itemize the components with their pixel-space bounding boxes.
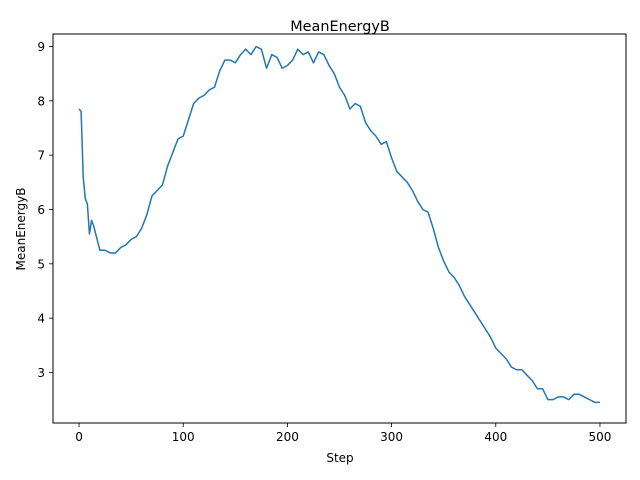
plot-area bbox=[78, 45, 600, 404]
y-tick-label: 9 bbox=[37, 40, 45, 54]
axes-frame bbox=[52, 33, 627, 424]
y-tick-label: 5 bbox=[37, 257, 45, 271]
y-tick-label: 6 bbox=[37, 203, 45, 217]
x-axis-label: Step bbox=[326, 451, 353, 465]
x-tick-label: 400 bbox=[484, 430, 507, 444]
y-tick-label: 4 bbox=[37, 312, 45, 326]
series-line-0 bbox=[78, 45, 600, 404]
x-axis: 0 100 200 300 400 500 bbox=[75, 423, 611, 444]
y-tick-label: 3 bbox=[37, 366, 45, 380]
x-tick-label: 200 bbox=[276, 430, 299, 444]
chart-title: MeanEnergyB bbox=[290, 19, 389, 35]
y-tick-label: 7 bbox=[37, 149, 45, 163]
x-tick-label: 100 bbox=[172, 430, 195, 444]
y-axis-label: MeanEnergyB bbox=[14, 188, 28, 271]
y-axis: 3 4 5 6 7 8 9 bbox=[37, 40, 53, 380]
x-tick-label: 500 bbox=[589, 430, 612, 444]
x-tick-label: 0 bbox=[75, 430, 83, 444]
y-tick-label: 8 bbox=[37, 94, 45, 108]
x-tick-label: 300 bbox=[380, 430, 403, 444]
